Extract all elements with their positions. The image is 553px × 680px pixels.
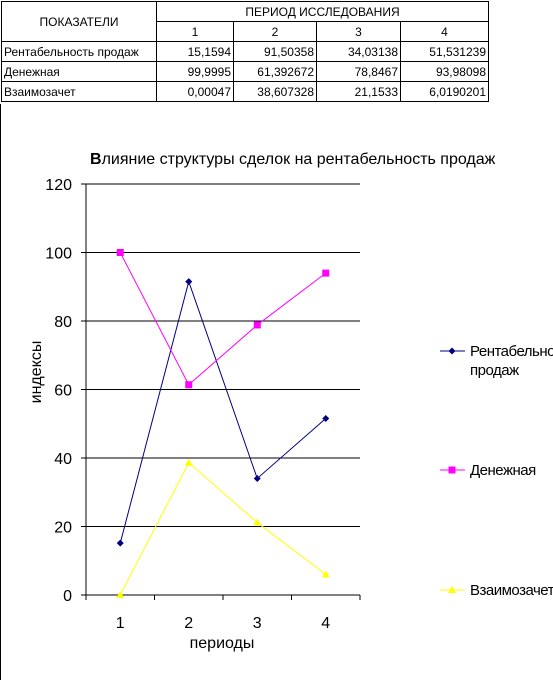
table-cell: 51,531239	[400, 41, 489, 62]
x-tick-label: 2	[184, 615, 193, 632]
x-tick-label: 1	[116, 615, 125, 632]
legend-swatch-marker	[448, 466, 456, 474]
data-point	[185, 278, 193, 286]
table-row: Взаимозачет 0,00047 38,607328 21,1533 6,…	[1, 81, 489, 102]
legend-label: Взаимозачет	[470, 582, 553, 599]
table-cell: 21,1533	[316, 81, 401, 102]
header-indicators: ПОКАЗАТЕЛИ	[1, 1, 157, 42]
y-tick-label: 20	[54, 520, 72, 537]
y-tick-labels: 0 20 40 60 80 100 120	[45, 177, 72, 605]
chart-title-rest: лияние структуры сделок на рентабельност…	[102, 151, 496, 168]
data-point	[184, 458, 193, 466]
table-cell: 6,0190201	[400, 81, 489, 102]
axes	[81, 183, 361, 600]
table-cell: 78,8467	[316, 61, 401, 82]
header-period-group: ПЕРИОД ИССЛЕДОВАНИЯ	[156, 1, 489, 22]
table-header-row: ПОКАЗАТЕЛИ ПЕРИОД ИССЛЕДОВАНИЯ	[1, 1, 489, 42]
data-point	[321, 570, 330, 578]
data-point	[116, 539, 124, 547]
x-tick-label: 3	[253, 615, 262, 632]
chart-frame-left-border	[0, 104, 1, 680]
data-point	[322, 415, 330, 423]
y-tick-label: 80	[54, 314, 72, 331]
data-point	[185, 381, 193, 389]
table-row: Денежная 99,9995 61,392672 78,8467 93,98…	[1, 61, 489, 82]
y-tick-label: 100	[45, 246, 72, 263]
series-line-2	[119, 252, 327, 386]
data-point	[253, 474, 261, 482]
row-label: Взаимозачет	[1, 81, 157, 102]
y-tick-label: 40	[54, 451, 72, 468]
chart-title: Влияние структуры сделок на рентабельнос…	[90, 151, 496, 168]
data-point	[116, 590, 125, 598]
data-point	[116, 249, 124, 257]
x-tick-label: 4	[321, 615, 330, 632]
table-cell: 0,00047	[156, 81, 234, 102]
table-cell: 99,9995	[156, 61, 234, 82]
series-line-1	[119, 279, 327, 544]
legend-swatch-marker	[448, 586, 456, 593]
x-axis-label: периоды	[190, 635, 255, 652]
table-subheader-row: 1 2 3 4	[2, 21, 489, 42]
data-point	[322, 269, 330, 277]
legend-swatch-marker	[448, 347, 456, 355]
legend: Рентабельность продаж Денежная Взаимозачет	[440, 343, 553, 599]
series-line-3	[119, 461, 327, 596]
y-axis-label: индексы	[28, 341, 45, 404]
y-tick-label: 0	[63, 588, 72, 605]
x-tick-labels: 1 2 3 4	[116, 615, 331, 632]
y-tick-label: 120	[45, 177, 72, 194]
data-point	[253, 321, 261, 329]
chart-title-bold-letter: В	[90, 151, 102, 168]
series-group	[116, 249, 330, 598]
table-cell: 38,607328	[233, 81, 317, 102]
legend-label: продаж	[470, 362, 519, 379]
legend-label: Рентабельность	[470, 343, 553, 360]
gridlines	[86, 183, 360, 527]
y-tick-label: 60	[54, 383, 72, 400]
table-cell: 91,50358	[233, 41, 317, 62]
table-cell: 61,392672	[233, 61, 317, 82]
legend-label: Денежная	[470, 462, 536, 479]
data-point	[253, 518, 262, 526]
data-table: ПОКАЗАТЕЛИ ПЕРИОД ИССЛЕДОВАНИЯ 1 2 3 4 Р…	[1, 1, 489, 102]
